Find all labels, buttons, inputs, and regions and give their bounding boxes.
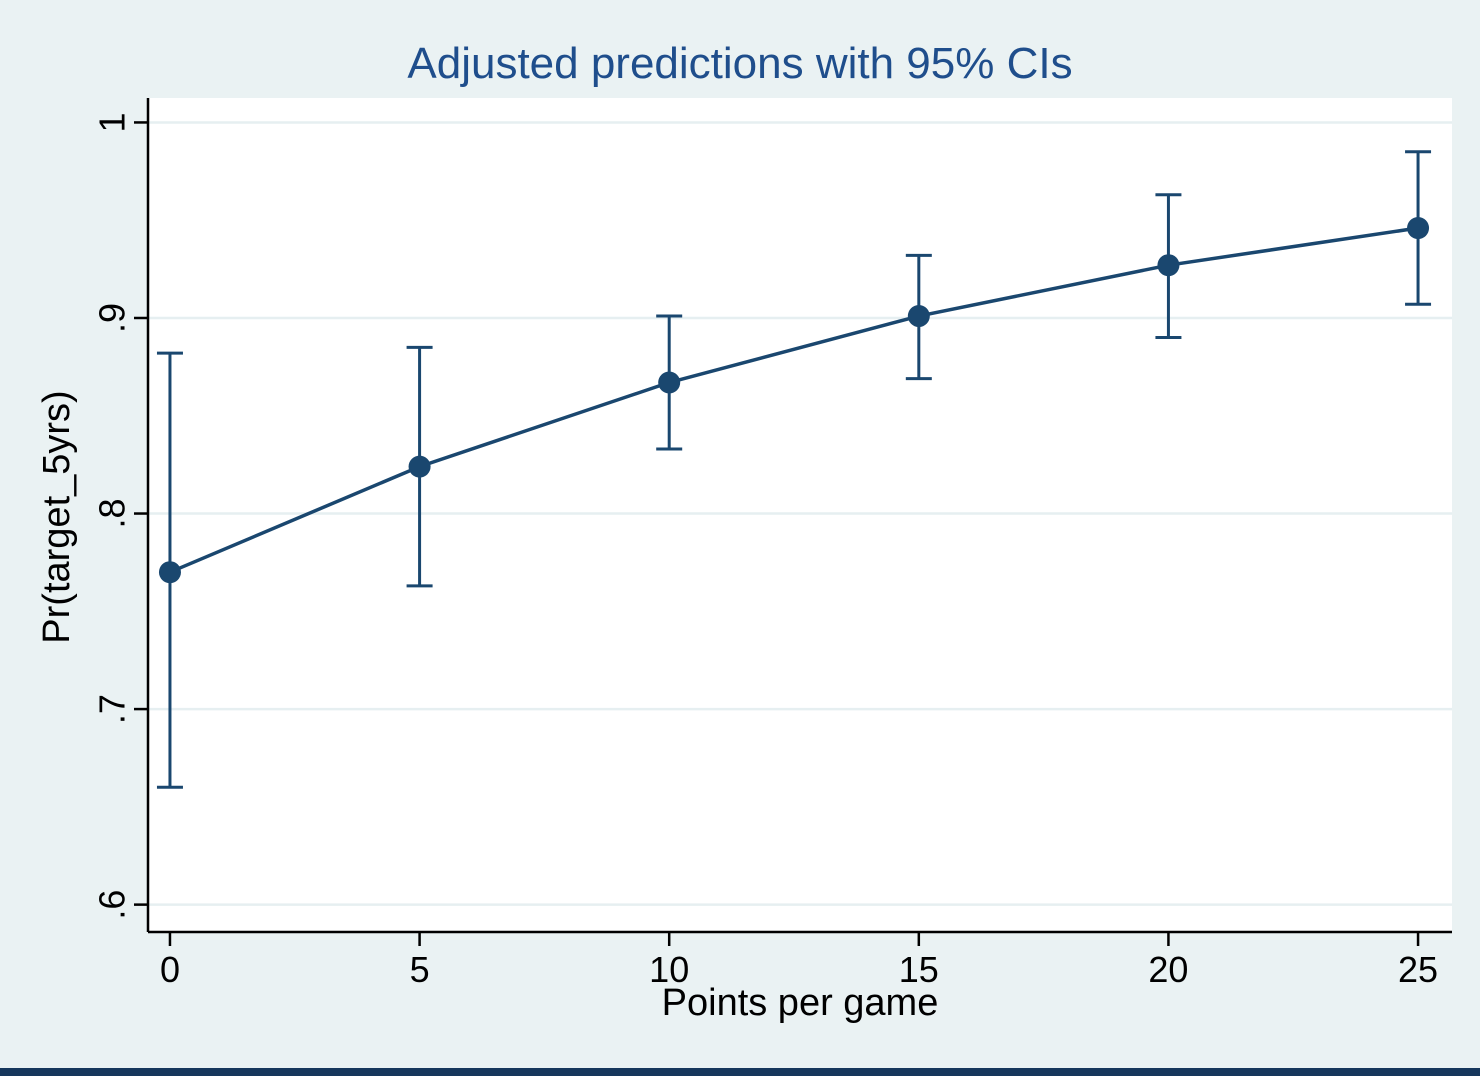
axes: [146, 98, 1452, 934]
x-tick-label: 25: [1398, 949, 1438, 990]
y-tick-label: .9: [92, 303, 133, 333]
y-gridlines: [148, 121, 1452, 906]
data-point: [158, 561, 181, 584]
x-tick-label: 0: [160, 949, 180, 990]
data-point: [1157, 254, 1180, 277]
y-tick-label: .6: [92, 890, 133, 920]
data-points: [158, 217, 1430, 584]
plot-area: [148, 98, 1452, 932]
prediction-line: [169, 226, 1419, 574]
x-tick-label: 20: [1148, 949, 1188, 990]
data-point: [1407, 217, 1430, 240]
x-axis-ticks: 0 5 10 15 20 25: [160, 932, 1438, 990]
y-tick-label: 1: [92, 112, 133, 132]
chart-title: Adjusted predictions with 95% CIs: [407, 39, 1073, 88]
x-tick-label: 5: [410, 949, 430, 990]
x-tick-label: 10: [649, 949, 689, 990]
x-tick-label: 15: [899, 949, 939, 990]
y-axis-label: Pr(target_5yrs): [36, 390, 78, 644]
data-point: [658, 371, 681, 394]
x-axis-label: Points per game: [661, 982, 939, 1024]
y-axis-ticks: .6 .7 .8 .9 1: [92, 112, 148, 920]
y-tick-label: .7: [92, 694, 133, 724]
window-bottom-edge: [0, 1068, 1480, 1076]
data-point: [408, 455, 431, 478]
data-point: [907, 305, 930, 328]
y-tick-label: .8: [92, 499, 133, 529]
